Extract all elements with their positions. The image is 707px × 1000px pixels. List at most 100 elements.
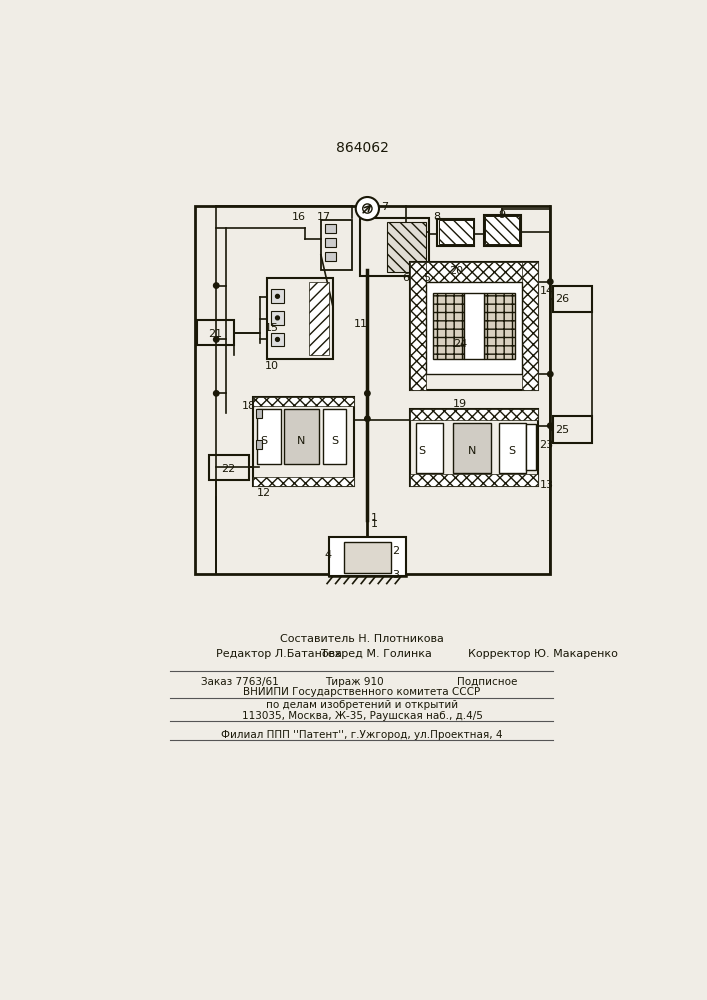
Bar bbox=[309, 282, 329, 355]
Bar bbox=[484, 293, 515, 359]
Text: по делам изобретений и открытий: по делам изобретений и открытий bbox=[266, 700, 458, 710]
Text: 2: 2 bbox=[392, 546, 399, 556]
Text: 1: 1 bbox=[371, 519, 378, 529]
Bar bbox=[271, 311, 284, 325]
Bar bbox=[433, 293, 464, 359]
Text: S: S bbox=[260, 436, 267, 446]
Bar bbox=[485, 216, 519, 244]
Text: 15: 15 bbox=[265, 323, 279, 333]
Bar bbox=[253, 397, 354, 486]
Bar bbox=[522, 262, 538, 389]
Circle shape bbox=[365, 416, 370, 421]
Bar bbox=[410, 474, 538, 486]
Text: 21: 21 bbox=[209, 329, 223, 339]
Circle shape bbox=[547, 371, 553, 377]
Text: S: S bbox=[332, 436, 339, 446]
Bar bbox=[256, 440, 262, 449]
Text: Филиал ППП ''Патент'', г.Ужгород, ул.Проектная, 4: Филиал ППП ''Патент'', г.Ужгород, ул.Про… bbox=[221, 730, 503, 740]
Text: S: S bbox=[418, 446, 425, 456]
Text: 3: 3 bbox=[392, 570, 399, 580]
Text: 26: 26 bbox=[556, 294, 570, 304]
Text: 864062: 864062 bbox=[336, 141, 388, 155]
Text: 19: 19 bbox=[452, 399, 467, 409]
Bar bbox=[464, 293, 484, 359]
Text: 13: 13 bbox=[539, 480, 554, 490]
Bar bbox=[416, 423, 443, 473]
Text: Подписное: Подписное bbox=[457, 677, 517, 687]
Bar bbox=[325, 238, 336, 247]
Bar bbox=[554, 416, 592, 443]
Text: 14: 14 bbox=[540, 286, 554, 296]
Text: 22: 22 bbox=[221, 464, 235, 474]
Bar bbox=[271, 289, 284, 303]
Text: N: N bbox=[468, 446, 477, 456]
Bar bbox=[271, 333, 284, 346]
Text: 1: 1 bbox=[371, 513, 378, 523]
Bar bbox=[410, 262, 538, 389]
Text: 18: 18 bbox=[242, 401, 256, 411]
Bar bbox=[484, 215, 521, 246]
Text: 5: 5 bbox=[423, 273, 430, 283]
Bar bbox=[426, 282, 522, 374]
Circle shape bbox=[276, 294, 279, 298]
Bar bbox=[257, 409, 281, 464]
Bar bbox=[360, 218, 429, 276]
Bar bbox=[452, 423, 491, 473]
Circle shape bbox=[363, 204, 372, 213]
Text: 20: 20 bbox=[449, 266, 463, 276]
Circle shape bbox=[214, 391, 219, 396]
Text: 11: 11 bbox=[354, 319, 368, 329]
Circle shape bbox=[214, 337, 219, 342]
Text: 7: 7 bbox=[381, 202, 388, 212]
Text: 4: 4 bbox=[325, 550, 332, 560]
Bar bbox=[410, 262, 538, 282]
Text: ВНИИПИ Государственного комитета СССР: ВНИИПИ Государственного комитета СССР bbox=[243, 687, 481, 697]
Text: 10: 10 bbox=[265, 361, 279, 371]
Bar bbox=[209, 455, 249, 480]
Bar bbox=[387, 222, 426, 272]
Text: Редактор Л.Батанова: Редактор Л.Батанова bbox=[216, 649, 342, 659]
Bar bbox=[344, 542, 391, 573]
Bar bbox=[284, 409, 320, 464]
Bar bbox=[323, 409, 346, 464]
Text: 16: 16 bbox=[291, 212, 305, 222]
Bar bbox=[195, 206, 550, 574]
Text: N: N bbox=[298, 436, 305, 446]
Circle shape bbox=[547, 423, 553, 428]
Text: 6: 6 bbox=[402, 273, 409, 283]
Text: Составитель Н. Плотникова: Составитель Н. Плотникова bbox=[280, 634, 444, 644]
Bar bbox=[253, 477, 354, 486]
Text: 23: 23 bbox=[539, 440, 554, 450]
Circle shape bbox=[214, 283, 219, 288]
Text: S: S bbox=[509, 446, 516, 456]
Text: 17: 17 bbox=[317, 212, 331, 222]
Bar bbox=[256, 409, 262, 418]
Circle shape bbox=[356, 197, 379, 220]
Text: 24: 24 bbox=[452, 339, 467, 349]
Bar bbox=[329, 537, 406, 576]
Bar bbox=[410, 409, 538, 486]
Bar bbox=[325, 224, 336, 233]
Circle shape bbox=[276, 338, 279, 341]
Bar bbox=[253, 397, 354, 406]
Bar bbox=[437, 219, 474, 246]
Circle shape bbox=[547, 279, 553, 284]
Bar bbox=[499, 423, 526, 473]
Bar bbox=[438, 220, 473, 244]
Bar bbox=[410, 409, 538, 420]
Text: 9: 9 bbox=[498, 210, 506, 220]
Text: Тираж 910: Тираж 910 bbox=[325, 677, 383, 687]
Bar bbox=[526, 424, 535, 470]
Text: 113035, Москва, Ж-35, Раушская наб., д.4/5: 113035, Москва, Ж-35, Раушская наб., д.4… bbox=[242, 711, 482, 721]
Bar bbox=[267, 278, 332, 359]
Text: 8: 8 bbox=[433, 212, 440, 222]
Bar bbox=[410, 262, 426, 389]
Text: Техред М. Голинка: Техред М. Голинка bbox=[321, 649, 432, 659]
Bar bbox=[554, 286, 592, 312]
Circle shape bbox=[276, 316, 279, 320]
Bar bbox=[321, 220, 352, 270]
Text: 25: 25 bbox=[556, 425, 570, 435]
Circle shape bbox=[365, 391, 370, 396]
Bar bbox=[197, 320, 234, 345]
Text: 12: 12 bbox=[257, 488, 271, 498]
